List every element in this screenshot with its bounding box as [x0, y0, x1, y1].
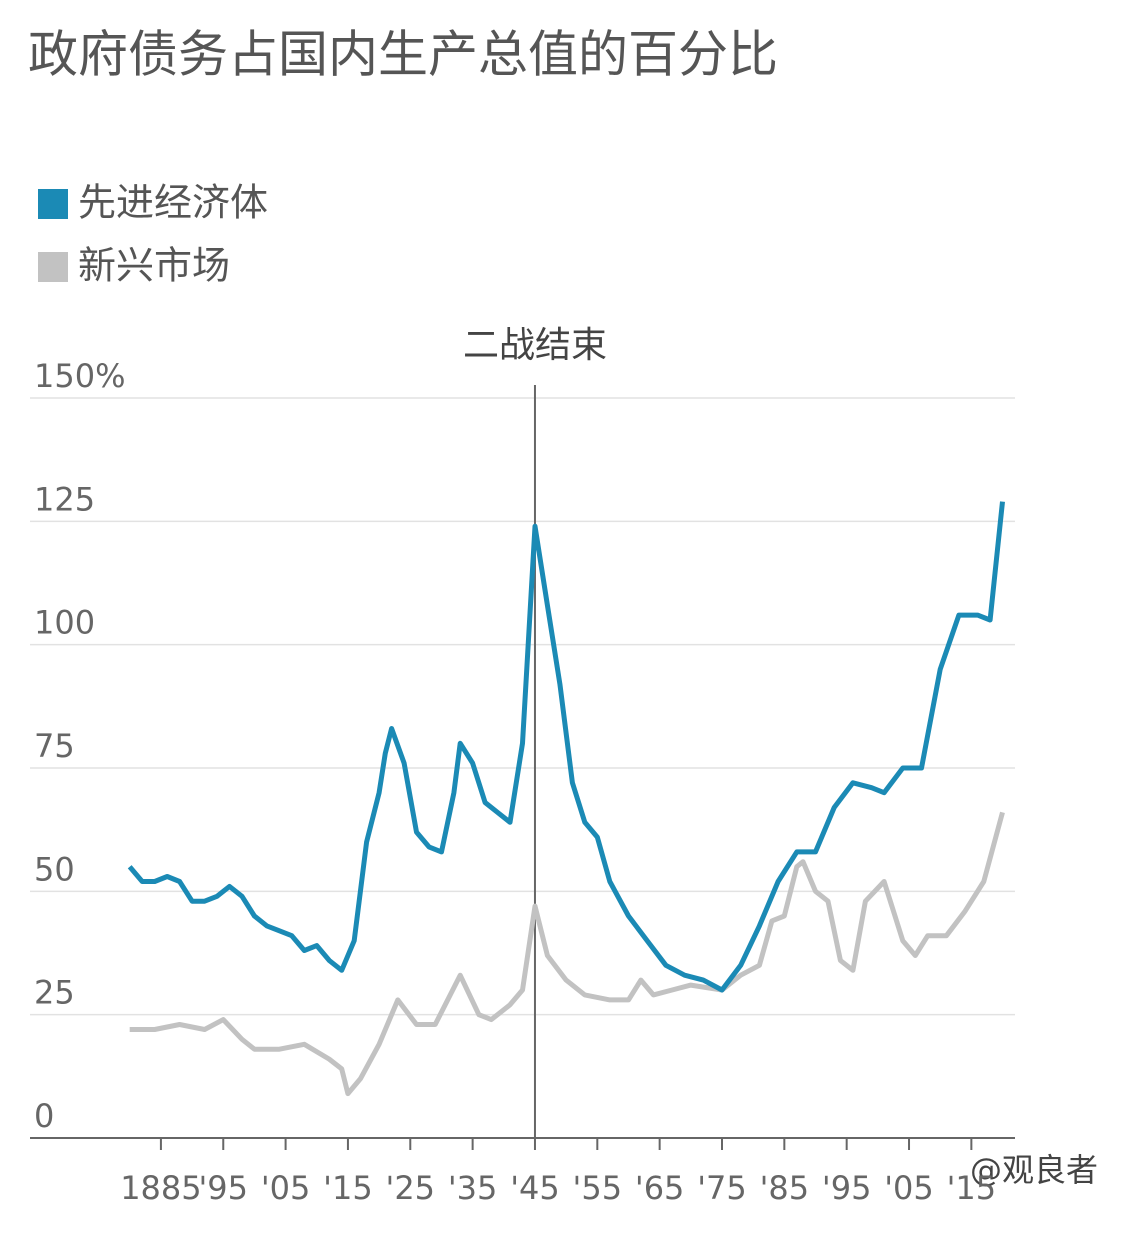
y-tick-label: 75	[34, 727, 75, 765]
x-tick-label: '35	[448, 1169, 498, 1207]
x-tick-label: '95	[199, 1169, 249, 1207]
x-tick-label: '05	[261, 1169, 311, 1207]
x-tick-label: '45	[510, 1169, 560, 1207]
x-tick-label: '85	[760, 1169, 810, 1207]
x-tick-label: '25	[386, 1169, 436, 1207]
x-tick-label: 1885	[120, 1169, 201, 1207]
annotation-label: 二战结束	[463, 325, 607, 366]
x-tick-label: '05	[884, 1169, 934, 1207]
y-tick-label: 100	[34, 604, 95, 642]
legend-swatch	[38, 252, 68, 282]
y-tick-label: 50	[34, 850, 75, 888]
y-tick-label: 150%	[34, 357, 125, 395]
chart-title: 政府债务占国内生产总值的百分比	[28, 26, 778, 84]
legend-label: 新兴市场	[78, 244, 230, 288]
x-tick-label: '15	[323, 1169, 373, 1207]
watermark: @观良者	[970, 1151, 1098, 1189]
y-tick-label: 125	[34, 480, 95, 518]
x-tick-label: '75	[697, 1169, 747, 1207]
x-tick-label: '55	[573, 1169, 623, 1207]
series-line	[129, 811, 1005, 1097]
x-tick-label: '15	[947, 1169, 997, 1207]
y-tick-label: 25	[34, 974, 75, 1012]
y-tick-label: 0	[34, 1097, 54, 1135]
legend-swatch	[38, 189, 68, 219]
series-line	[127, 501, 1005, 993]
x-tick-label: '65	[635, 1169, 685, 1207]
legend-label: 先进经济体	[78, 181, 268, 225]
x-tick-label: '95	[822, 1169, 872, 1207]
